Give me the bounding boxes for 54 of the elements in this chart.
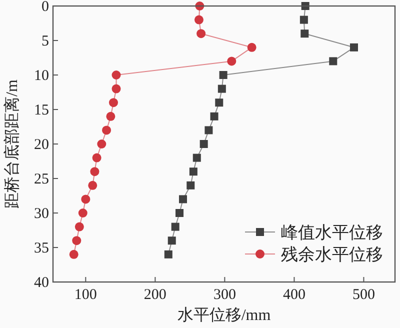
y-tick-label: 40 (34, 275, 49, 291)
point (97, 140, 106, 148)
legend-label: 残余水平位移 (281, 245, 383, 264)
point (300, 30, 309, 38)
point (168, 236, 176, 245)
point (200, 140, 208, 148)
point (227, 56, 236, 66)
y-tick-label: 30 (34, 206, 49, 222)
point (219, 71, 228, 79)
y-tick-label: 25 (34, 172, 49, 188)
point (164, 250, 172, 258)
y-axis-title: 距桥台底部距离/m (3, 79, 21, 208)
x-axis-title: 水平位移/mm (177, 306, 272, 324)
point (186, 181, 195, 190)
y-tick-label: 10 (34, 68, 49, 84)
point (112, 70, 121, 80)
point (215, 98, 224, 107)
point (176, 209, 184, 217)
point (178, 195, 187, 204)
point (108, 98, 118, 108)
point (78, 208, 88, 218)
point (88, 180, 98, 190)
x-tick-label: 400 (282, 287, 306, 303)
y-tick-label: 20 (34, 137, 49, 153)
y-tick-label: 5 (42, 34, 49, 50)
point (204, 126, 213, 134)
point (90, 167, 100, 176)
legend-label: 峰值水平位移 (281, 223, 383, 242)
x-tick-label: 200 (144, 287, 166, 303)
x-tick-label: 100 (74, 287, 97, 303)
point (81, 194, 90, 204)
point (329, 57, 338, 66)
point (300, 16, 308, 24)
y-tick-label: 15 (34, 102, 49, 118)
point (210, 112, 218, 120)
point (194, 15, 204, 24)
point (218, 84, 226, 93)
y-tick-label: 0 (42, 0, 49, 15)
point (106, 112, 116, 121)
point (72, 236, 82, 246)
point (69, 250, 78, 259)
point (112, 84, 121, 94)
point (350, 43, 358, 52)
point (247, 42, 256, 52)
point (196, 29, 206, 38)
point (74, 222, 84, 232)
y-tick-label: 35 (34, 240, 49, 256)
x-tick-label: 500 (352, 287, 375, 303)
point (171, 222, 180, 231)
x-tick-label: 300 (213, 287, 236, 303)
point (189, 168, 198, 176)
point (102, 126, 112, 135)
point (192, 154, 201, 162)
point (92, 153, 102, 162)
